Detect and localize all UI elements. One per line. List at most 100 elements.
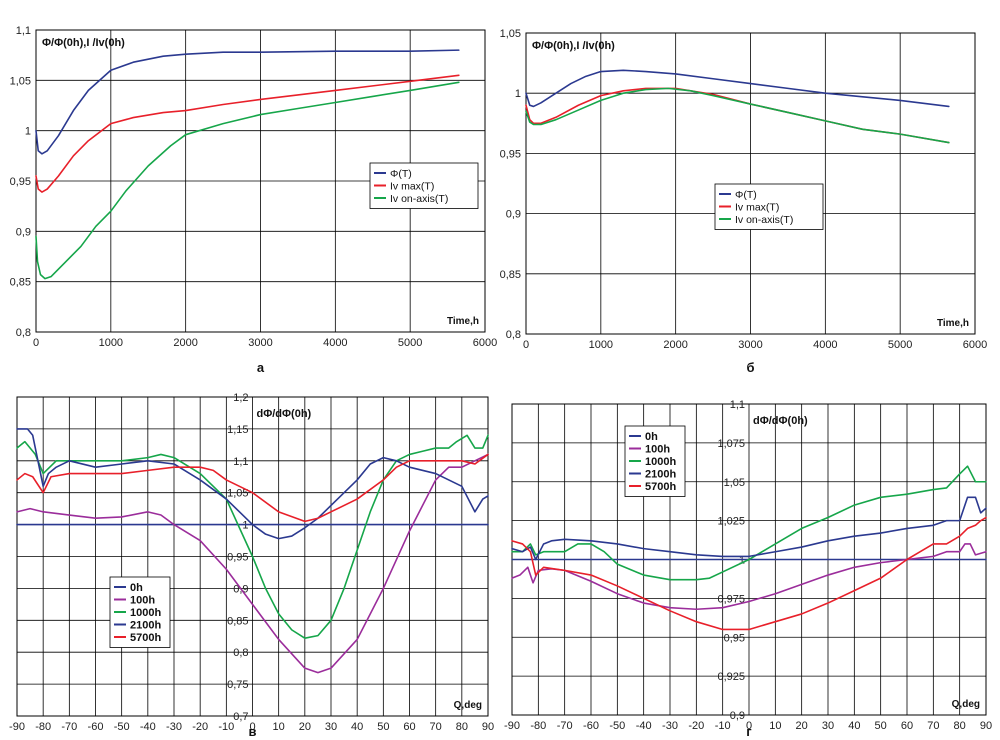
x-tick-label: -10 (218, 721, 234, 733)
legend-label: 1000h (130, 607, 161, 619)
x-tick-label: 80 (954, 720, 966, 732)
legend: Φ(T)Iv max(T)Iv on-axis(T) (369, 162, 479, 209)
y-tick-label: 0,85 (500, 269, 521, 281)
x-tick-label: -60 (583, 720, 599, 732)
series-line-1000h (16, 434, 489, 639)
x-tick-label: 0 (33, 337, 39, 349)
x-tick-label: 6000 (963, 339, 987, 351)
y-tick-label: 0,75 (227, 679, 248, 691)
x-tick-label: 40 (351, 721, 363, 733)
x-tick-label: -50 (609, 720, 625, 732)
y-axis-title: Φ/Φ(0h),I /Iv(0h) (532, 40, 615, 52)
legend-box (109, 576, 171, 648)
legend-box (714, 183, 824, 230)
series-line-1000h (511, 465, 987, 581)
x-tick-label: 70 (927, 720, 939, 732)
series-line-100h (16, 453, 489, 674)
y-axis-title: dΦ/dΦ(0h) (257, 408, 312, 420)
x-axis-title: Time,h (447, 316, 479, 327)
x-tick-label: -80 (530, 720, 546, 732)
legend-label: 0h (645, 431, 658, 443)
x-tick-label: 3000 (248, 337, 272, 349)
x-tick-label: 50 (377, 721, 389, 733)
x-tick-label: -40 (636, 720, 652, 732)
y-tick-label: 1,15 (227, 424, 248, 436)
chart-a: 0 1000 2000 3000 4000 5000 6000 0,8 0,85 0,9 0,95 1… (10, 25, 498, 375)
y-tick-label: 1 (515, 88, 521, 100)
y-tick-label: 0,95 (500, 148, 521, 160)
x-tick-label: 0 (249, 721, 255, 733)
x-tick-label: 20 (299, 721, 311, 733)
chart-caption: а (257, 360, 265, 375)
series-line-iv-on-axis-t- (525, 87, 950, 144)
x-tick-label: 10 (769, 720, 781, 732)
legend-label: Iv max(T) (390, 181, 434, 193)
y-tick-label: 1,1 (730, 399, 745, 411)
x-tick-label: 30 (325, 721, 337, 733)
legend-label: 5700h (130, 632, 161, 644)
x-tick-label: 60 (403, 721, 415, 733)
series-line-100h (511, 543, 987, 611)
y-tick-label: 1 (739, 555, 745, 567)
x-tick-label: 5000 (398, 337, 422, 349)
x-tick-label: 30 (822, 720, 834, 732)
y-tick-label: 0,975 (717, 593, 745, 605)
series-line-iv-max-t- (35, 74, 460, 193)
x-tick-label: -40 (140, 721, 156, 733)
series-line-5700h (16, 453, 489, 523)
chart-d: -90 -80 -70 -60 -50 -40 -30 -20 -10 0 10 20 30 40 50 60… (504, 399, 992, 739)
legend-label: 1000h (645, 456, 676, 468)
y-tick-label: 0,8 (233, 647, 248, 659)
x-tick-label: 40 (848, 720, 860, 732)
series-line-2100h (16, 428, 489, 540)
y-tick-label: 0,95 (10, 176, 31, 188)
y-tick-label: 0,85 (10, 277, 31, 289)
series-line--t- (35, 49, 460, 155)
legend-label: 2100h (645, 469, 676, 481)
y-tick-label: 0,9 (16, 226, 31, 238)
x-tick-label: 4000 (323, 337, 347, 349)
x-tick-label: -70 (61, 721, 77, 733)
y-tick-label: 0,9 (506, 209, 521, 221)
x-tick-label: -80 (35, 721, 51, 733)
y-tick-label: 0,95 (227, 552, 248, 564)
legend-label: 100h (645, 444, 670, 456)
x-tick-label: 90 (482, 721, 494, 733)
x-axis-title: Time,h (937, 318, 969, 329)
y-tick-label: 1 (25, 126, 31, 138)
y-tick-label: 0,85 (227, 615, 248, 627)
x-tick-label: 0 (523, 339, 529, 351)
y-axis-title: Φ/Φ(0h),I /Iv(0h) (42, 37, 125, 49)
x-tick-label: -90 (504, 720, 520, 732)
chart-caption: б (746, 360, 754, 375)
x-tick-label: -30 (662, 720, 678, 732)
y-tick-label: 1,1 (16, 25, 31, 37)
x-tick-label: 2000 (663, 339, 687, 351)
x-tick-label: 4000 (813, 339, 837, 351)
y-tick-label: 0,8 (16, 327, 31, 339)
y-tick-label: 1,025 (717, 516, 745, 528)
x-tick-label: 90 (980, 720, 992, 732)
x-tick-label: 1000 (589, 339, 613, 351)
legend-label: Iv max(T) (735, 202, 779, 214)
legend-label: Φ(T) (735, 189, 757, 201)
legend-label: 2100h (130, 620, 161, 632)
series-line-iv-on-axis-t- (35, 81, 460, 280)
chart-b: 0 1000 2000 3000 4000 5000 6000 0,8 0,85 0,9 0,95 1… (500, 28, 988, 375)
y-tick-label: 1,1 (233, 456, 248, 468)
x-tick-label: 80 (456, 721, 468, 733)
legend: Φ(T)Iv max(T)Iv on-axis(T) (714, 183, 824, 230)
y-tick-label: 1 (242, 520, 248, 532)
x-tick-label: 50 (875, 720, 887, 732)
y-tick-label: 1,05 (724, 477, 745, 489)
y-tick-label: 0,9 (730, 710, 745, 722)
x-tick-label: 70 (430, 721, 442, 733)
x-tick-label: 20 (796, 720, 808, 732)
legend-label: 5700h (645, 481, 676, 493)
y-axis-title: dΦ/dΦ(0h) (753, 415, 808, 427)
x-tick-label: -50 (114, 721, 130, 733)
x-tick-label: 1000 (99, 337, 123, 349)
